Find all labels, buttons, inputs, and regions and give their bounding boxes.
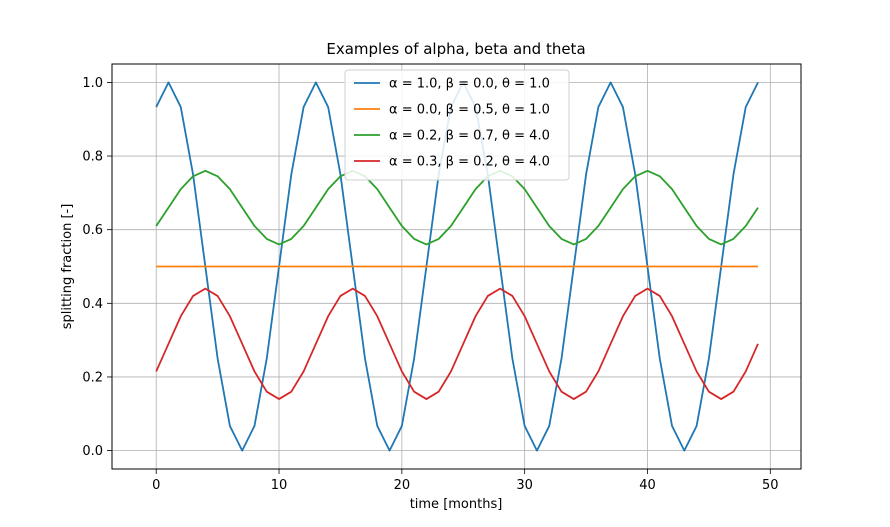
y-tick-label: 0.0 [82, 444, 103, 459]
x-axis-label: time [months] [410, 497, 503, 512]
legend-box [344, 69, 570, 181]
y-tick-label: 0.4 [82, 297, 103, 312]
legend: α = 1.0, β = 0.0, θ = 1.0 α = 0.0, β = 0.… [344, 69, 570, 181]
legend-entry: α = 0.0, β = 0.5, θ = 1.0 [389, 103, 550, 118]
x-tick-label: 0 [152, 478, 160, 493]
y-tick-label: 0.2 [82, 370, 103, 385]
x-tick-label: 40 [639, 478, 656, 493]
y-tick-label: 0.6 [82, 223, 103, 238]
legend-entry: α = 0.3, β = 0.2, θ = 4.0 [389, 155, 550, 170]
series-line-4 [155, 287, 759, 400]
y-axis-label: splitting fraction [-] [60, 204, 75, 330]
legend-entry: α = 0.2, β = 0.7, θ = 4.0 [389, 129, 550, 144]
series-line-3 [155, 169, 759, 246]
x-tick-label: 50 [762, 478, 779, 493]
y-tick-label: 1.0 [82, 76, 103, 91]
legend-entry: α = 1.0, β = 0.0, θ = 1.0 [389, 77, 550, 92]
x-tick-label: 10 [271, 478, 288, 493]
x-tick-label: 30 [516, 478, 533, 493]
y-tick-label: 0.8 [82, 150, 103, 165]
ticks: 0 10 20 30 40 50 0.0 0.2 0.4 0.6 0.8 1.0 [82, 76, 778, 493]
chart-title: Examples of alpha, beta and theta [326, 40, 585, 58]
x-tick-label: 20 [394, 478, 411, 493]
plot-frame [111, 63, 802, 470]
